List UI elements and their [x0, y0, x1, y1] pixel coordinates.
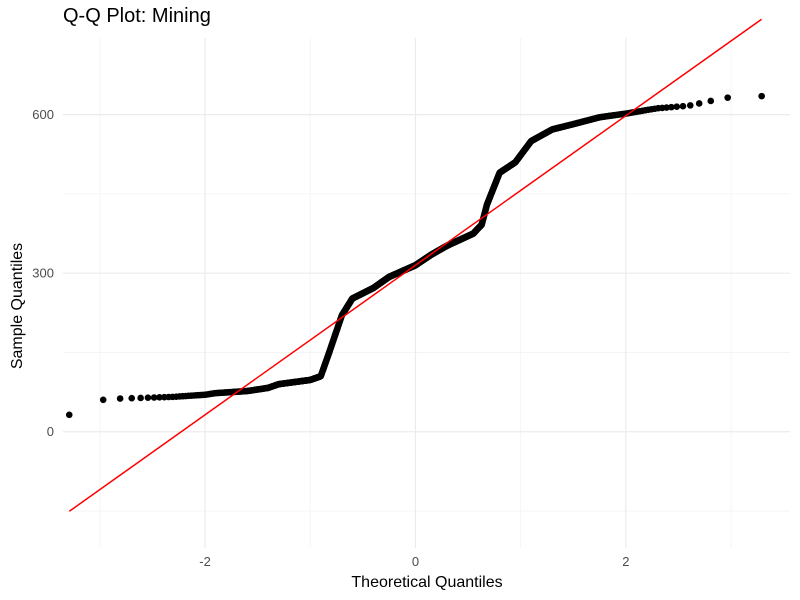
- sample-point: [679, 102, 687, 110]
- sample-point: [150, 394, 158, 401]
- y-tick-label: 600: [32, 107, 54, 122]
- sample-point: [707, 97, 715, 105]
- y-tick-label: 300: [32, 266, 54, 281]
- sample-point: [156, 394, 163, 401]
- x-tick-label: -2: [199, 554, 211, 569]
- sample-point: [116, 395, 124, 402]
- x-axis-ticks: -2 0 2: [199, 554, 629, 569]
- reference-line: [68, 18, 763, 512]
- sample-point: [137, 394, 144, 402]
- major-gridlines: [63, 38, 790, 548]
- y-axis-ticks: 0 300 600: [32, 107, 54, 439]
- y-tick-label: 0: [47, 424, 54, 439]
- sample-point: [663, 104, 670, 111]
- sample-point: [686, 102, 694, 109]
- sample-point: [668, 103, 675, 111]
- x-tick-label: 0: [412, 554, 419, 569]
- sample-point: [99, 396, 107, 404]
- sample-point: [724, 94, 731, 101]
- chart-title: Q-Q Plot: Mining: [63, 5, 211, 27]
- sample-point: [144, 394, 152, 402]
- sample-point: [673, 103, 681, 110]
- sample-point: [695, 100, 703, 107]
- sample-points: [65, 92, 765, 419]
- y-axis-title: Sample Quantiles: [9, 243, 26, 369]
- minor-gridlines: [63, 38, 790, 548]
- sample-point: [758, 92, 765, 100]
- x-tick-label: 2: [622, 554, 629, 569]
- sample-point: [128, 394, 136, 402]
- sample-point: [65, 411, 73, 419]
- x-axis-title: Theoretical Quantiles: [351, 574, 502, 591]
